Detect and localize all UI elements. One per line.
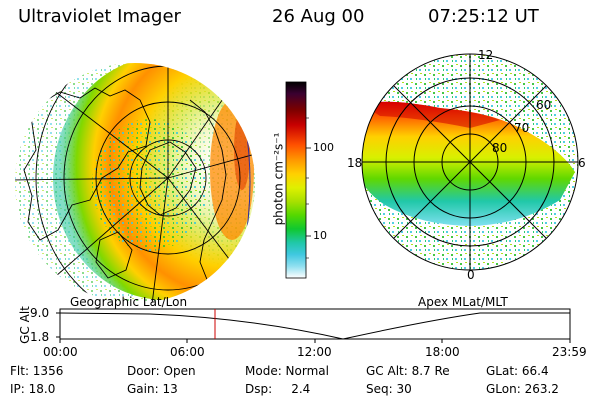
geo-latitude: GLat: 66.4	[486, 364, 549, 378]
colorbar	[285, 81, 311, 279]
altitude-tick-high: 9.0	[30, 306, 50, 320]
gain-value: Gain: 13	[127, 382, 178, 396]
time-tick-2359: 23:59	[552, 345, 587, 359]
mlat-label-70: 70	[514, 121, 530, 135]
mlat-label-60: 60	[536, 98, 552, 112]
gc-altitude: GC Alt: 8.7 Re	[366, 364, 450, 378]
time-label: 07:25:12 UT	[428, 6, 539, 27]
right-polar-panel	[361, 53, 579, 271]
mlat-label-80: 80	[492, 141, 508, 155]
right-panel-caption: Apex MLat/MLT	[418, 295, 508, 309]
flight-number: Flt: 1356	[10, 364, 64, 378]
date-label: 26 Aug 00	[272, 6, 365, 27]
coastline-outline-2	[139, 141, 197, 216]
mlt-label-18: 18	[347, 156, 363, 170]
time-tick-1200: 12:00	[297, 345, 332, 359]
left-panel-caption: Geographic Lat/Lon	[70, 295, 188, 309]
altitude-strip	[56, 308, 571, 343]
lat-lon-grid	[15, 63, 255, 303]
mode-status: Mode: Normal	[245, 364, 329, 378]
mlt-label-0: 0	[467, 268, 475, 282]
colorbar-unit-label: photon cm⁻²s⁻¹	[271, 132, 286, 226]
altitude-curve	[59, 312, 570, 340]
altitude-tick-low: 1.8	[30, 330, 50, 344]
mlt-label-12: 12	[478, 48, 494, 62]
left-map-panel	[15, 63, 255, 303]
coastline-outline-4	[95, 231, 133, 279]
door-status: Door: Open	[127, 364, 196, 378]
aurora-oval	[362, 101, 575, 226]
dsp-value: Dsp: 2.4	[245, 382, 311, 396]
time-tick-1800: 18:00	[425, 345, 460, 359]
geo-longitude: GLon: 263.2	[486, 382, 559, 396]
mlt-label-6: 6	[578, 156, 586, 170]
time-tick-0600: 06:00	[170, 345, 205, 359]
coastline-outline	[23, 87, 151, 241]
coastline-outline-3	[189, 99, 227, 291]
colorbar-label-10: 10	[313, 229, 327, 242]
ip-value: IP: 18.0	[10, 382, 56, 396]
sequence-value: Seq: 30	[366, 382, 412, 396]
time-tick-0000: 00:00	[43, 345, 78, 359]
polar-grid	[361, 53, 579, 271]
colorbar-label-100: 100	[313, 141, 334, 154]
instrument-title: Ultraviolet Imager	[18, 6, 181, 27]
